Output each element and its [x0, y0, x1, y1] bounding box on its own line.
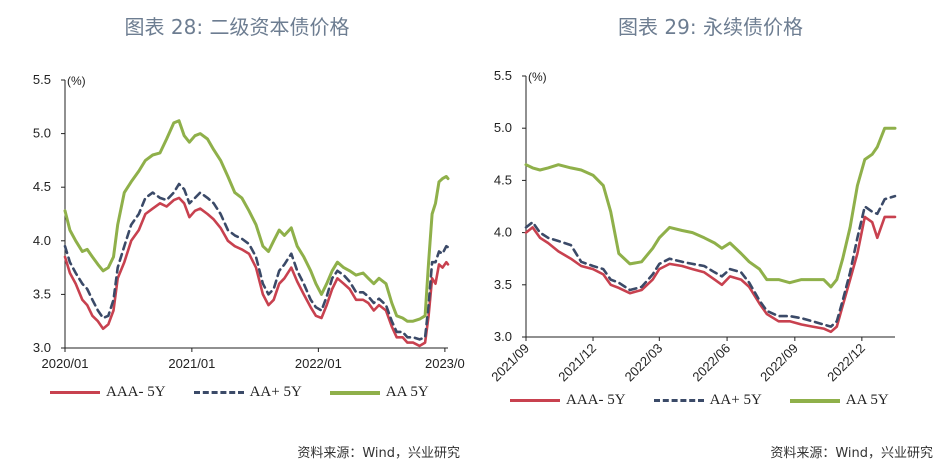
legend-item-aaa-minus-5y: AAA- 5Y	[50, 384, 166, 401]
line-chart: 3.0 3.5 4.0 4.5 5.0 5.5 (%) 2020/01 2021/01 2022/…	[33, 72, 465, 371]
legend-swatch	[653, 399, 704, 402]
chart-panel-subordinated-debt: 图表 28: 二级资本债价格 3.0 3.5 4.0 4.5 5.0 5.5 (%) 2020…	[33, 15, 465, 461]
x-tick-label: 2021/09	[488, 341, 532, 385]
y-unit-label: (%)	[67, 74, 86, 88]
x-tick-label: 2021/01	[168, 356, 215, 371]
chart-legend: AAA- 5Y AA+ 5Y AA 5Y	[510, 392, 889, 409]
legend-label: AA 5Y	[385, 384, 429, 400]
y-tick-label: 5.0	[33, 126, 51, 141]
legend-swatch	[789, 398, 840, 403]
legend-item-aaa-minus-5y: AAA- 5Y	[510, 392, 626, 409]
series-line-aaa-5y	[63, 196, 450, 348]
source-note: 资料来源：Wind，兴业研究	[297, 446, 460, 461]
legend-swatch	[193, 391, 244, 394]
legend-swatch	[510, 399, 560, 402]
y-tick-label: 3.0	[494, 329, 512, 344]
legend-label: AAA- 5Y	[566, 392, 626, 408]
y-unit-label: (%)	[528, 70, 547, 84]
y-tick-label: 5.5	[494, 68, 512, 83]
series-line-aa-5y	[524, 194, 897, 328]
series-line-aaa-5y	[524, 215, 897, 334]
legend-swatch	[329, 390, 380, 395]
y-tick-label: 4.0	[494, 225, 512, 240]
x-tick-label: 2023/0	[425, 356, 465, 371]
series-line-aa-5y	[524, 126, 897, 289]
y-tick-label: 4.5	[33, 179, 51, 194]
chart-title: 图表 28: 二级资本债价格	[124, 15, 350, 39]
y-tick-label: 3.5	[33, 286, 51, 301]
legend-swatch	[50, 391, 100, 394]
chart-panel-perpetual-bond: 图表 29: 永续债价格 3.0 3.5 4.0 4.5 5.0 5.5 (%) 2021/0…	[474, 0, 947, 474]
series-line-aa-5y	[63, 119, 450, 323]
y-tick-label: 3.0	[33, 340, 51, 355]
source-note: 资料来源：Wind，兴业研究	[770, 446, 933, 461]
legend-item-aa-5y: AA 5Y	[789, 392, 889, 409]
x-tick-label: 2022/06	[689, 341, 733, 385]
legend-label: AA+ 5Y	[709, 392, 762, 408]
x-tick-label: 2022/03	[622, 341, 666, 385]
y-tick-label: 4.0	[33, 233, 51, 248]
legend-item-aa-plus-5y: AA+ 5Y	[193, 384, 302, 401]
x-tick-label: 2021/12	[555, 341, 599, 385]
y-tick-label: 5.0	[494, 120, 512, 135]
x-tick-label: 2022/01	[295, 356, 342, 371]
chart-legend: AAA- 5Y AA+ 5Y AA 5Y	[50, 384, 429, 401]
legend-item-aa-plus-5y: AA+ 5Y	[653, 392, 762, 409]
x-tick-label: 2022/12	[824, 341, 868, 385]
y-tick-label: 5.5	[33, 72, 51, 87]
legend-label: AA 5Y	[845, 392, 889, 408]
line-chart: 3.0 3.5 4.0 4.5 5.0 5.5 (%) 2021/09 2021/12 2022/…	[488, 68, 897, 385]
x-tick-label: 2022/09	[757, 341, 801, 385]
legend-item-aa-5y: AA 5Y	[329, 384, 429, 401]
series-line-aa-5y	[63, 182, 450, 341]
legend-label: AAA- 5Y	[106, 384, 166, 400]
x-tick-label: 2020/01	[42, 356, 89, 371]
y-tick-label: 4.5	[494, 172, 512, 187]
y-tick-label: 3.5	[494, 277, 512, 292]
legend-label: AA+ 5Y	[249, 384, 302, 400]
chart-title: 图表 29: 永续债价格	[618, 15, 803, 39]
